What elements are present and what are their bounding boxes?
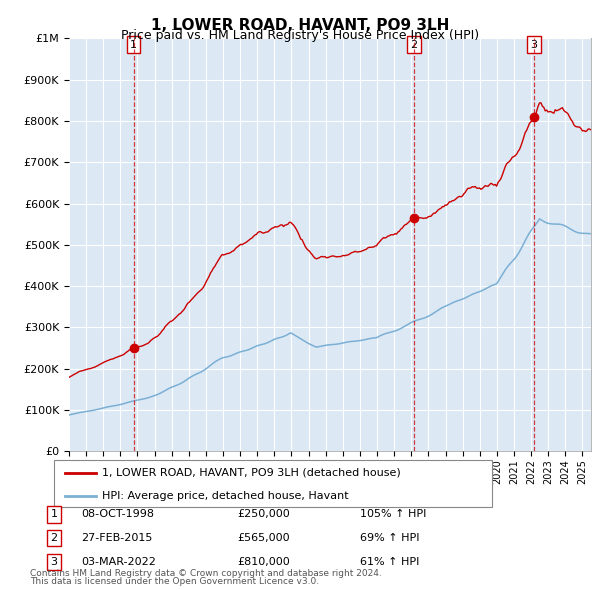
Text: 105% ↑ HPI: 105% ↑ HPI xyxy=(360,510,427,519)
Text: 1, LOWER ROAD, HAVANT, PO9 3LH (detached house): 1, LOWER ROAD, HAVANT, PO9 3LH (detached… xyxy=(102,468,401,478)
Text: 08-OCT-1998: 08-OCT-1998 xyxy=(81,510,154,519)
Text: 3: 3 xyxy=(530,40,538,50)
Text: £565,000: £565,000 xyxy=(237,533,290,543)
Text: 1, LOWER ROAD, HAVANT, PO9 3LH: 1, LOWER ROAD, HAVANT, PO9 3LH xyxy=(151,18,449,32)
Text: 03-MAR-2022: 03-MAR-2022 xyxy=(81,557,156,566)
Text: £810,000: £810,000 xyxy=(237,557,290,566)
Text: 3: 3 xyxy=(50,557,58,566)
Text: £250,000: £250,000 xyxy=(237,510,290,519)
Text: Contains HM Land Registry data © Crown copyright and database right 2024.: Contains HM Land Registry data © Crown c… xyxy=(30,569,382,578)
Text: Price paid vs. HM Land Registry's House Price Index (HPI): Price paid vs. HM Land Registry's House … xyxy=(121,30,479,42)
Text: 1: 1 xyxy=(50,510,58,519)
Text: 27-FEB-2015: 27-FEB-2015 xyxy=(81,533,152,543)
Text: HPI: Average price, detached house, Havant: HPI: Average price, detached house, Hava… xyxy=(102,491,349,500)
Text: This data is licensed under the Open Government Licence v3.0.: This data is licensed under the Open Gov… xyxy=(30,577,319,586)
Text: 1: 1 xyxy=(130,40,137,50)
Text: 69% ↑ HPI: 69% ↑ HPI xyxy=(360,533,419,543)
Text: 2: 2 xyxy=(50,533,58,543)
Text: 61% ↑ HPI: 61% ↑ HPI xyxy=(360,557,419,566)
Text: 2: 2 xyxy=(410,40,418,50)
